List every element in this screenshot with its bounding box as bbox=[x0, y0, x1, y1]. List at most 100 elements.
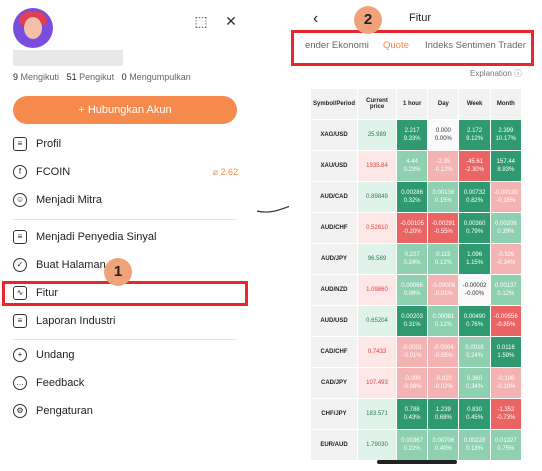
change-cell: -0.00006 -0.01% bbox=[427, 274, 460, 306]
table-row[interactable]: EUR/AUD 1.79030 0.00367 0.22% 0.00706 0.40% 0.… bbox=[309, 429, 523, 461]
table-row[interactable]: AUD/CAD 0.89849 0.00286 0.32% 0.00136 0.15% 0.… bbox=[309, 181, 523, 213]
menu-item-fitur[interactable]: ∿ Fitur bbox=[13, 283, 238, 303]
change-value: -0.00002 bbox=[462, 283, 487, 289]
change-cell: 1.239 0.68% bbox=[427, 398, 460, 430]
partner-icon: ☺ bbox=[13, 193, 27, 207]
coin-icon: f bbox=[13, 165, 27, 179]
table-row[interactable]: CAD/CHF 0.7433 -0.0001 -0.01% -0.0004 -0.05% 0… bbox=[309, 336, 523, 368]
price-cell: 96.589 bbox=[357, 243, 398, 275]
menu-item-settings[interactable]: ⚙ Pengaturan bbox=[13, 401, 238, 421]
change-cell: 0.00490 0.76% bbox=[458, 305, 491, 337]
avatar[interactable] bbox=[13, 8, 53, 48]
change-percent: 0.34% bbox=[466, 384, 484, 390]
tab-sentiment[interactable]: Indeks Sentimen Trader bbox=[425, 40, 526, 51]
menu-item-feedback[interactable]: … Feedback bbox=[13, 373, 238, 393]
change-value: 1.096 bbox=[467, 252, 483, 258]
menu-item-fcoin[interactable]: f FCOIN ⌀ 2.62 bbox=[13, 162, 238, 182]
change-value: 0.0116 bbox=[496, 345, 515, 351]
change-cell: -45.61 -2.30% bbox=[458, 150, 491, 182]
table-row[interactable]: CHF/JPY 183.571 0.788 0.43% 1.239 0.68% 0.830 0… bbox=[309, 398, 523, 430]
change-cell: -2.35 -0.12% bbox=[427, 150, 460, 182]
price-cell: 107.493 bbox=[357, 367, 398, 399]
change-value: 0.00066 bbox=[401, 283, 423, 289]
change-value: 0.0018 bbox=[465, 345, 484, 351]
change-percent: -0.85% bbox=[496, 322, 516, 328]
symbol-cell: AUD/CAD bbox=[309, 181, 359, 213]
menu-item-create-page[interactable]: ✓ Buat Halaman M bbox=[13, 255, 238, 275]
change-cell: 157.44 8.83% bbox=[489, 150, 523, 182]
change-value: 0.01327 bbox=[495, 438, 517, 444]
change-value: -1.352 bbox=[497, 407, 515, 413]
change-percent: 0.13% bbox=[466, 446, 484, 452]
collections-label[interactable]: Mengumpulkan bbox=[129, 72, 191, 82]
explanation-link[interactable]: Explanation ⓘ bbox=[470, 68, 522, 79]
change-cell: 0.788 0.43% bbox=[396, 398, 429, 430]
change-value: -0.00291 bbox=[431, 221, 456, 227]
change-value: 4.44 bbox=[406, 159, 418, 165]
change-percent: -0.34% bbox=[496, 260, 516, 266]
symbol-cell: CAD/JPY bbox=[309, 367, 359, 399]
header-month: Month bbox=[489, 88, 523, 120]
following-label[interactable]: Mengikuti bbox=[20, 72, 60, 82]
table-row[interactable]: XAG/USD 25.989 2.217 9.33% 0.000 0.00% 2.172 9.… bbox=[309, 119, 523, 151]
menu-label: Laporan Industri bbox=[36, 315, 116, 327]
feedback-icon: … bbox=[13, 376, 27, 390]
change-value: 0.115 bbox=[436, 252, 451, 258]
price-cell: 183.571 bbox=[357, 398, 398, 430]
change-value: 0.360 bbox=[467, 376, 483, 382]
page-title: Fitur bbox=[409, 12, 431, 24]
table-row[interactable]: AUD/JPY 96.589 0.227 0.24% 0.115 0.12% 1.096 1.… bbox=[309, 243, 523, 275]
change-percent: -2.30% bbox=[465, 167, 485, 173]
change-cell: 0.00206 0.39% bbox=[489, 212, 523, 244]
change-cell: 0.830 0.45% bbox=[458, 398, 491, 430]
header-price: Current price bbox=[357, 88, 398, 120]
price-cell: 1.79030 bbox=[357, 429, 398, 461]
change-value: 0.00203 bbox=[401, 314, 423, 320]
change-percent: 0.75% bbox=[497, 446, 515, 452]
table-row[interactable]: AUD/CHF 0.52610 -0.00105 -0.20% -0.00291 -0.5… bbox=[309, 212, 523, 244]
menu-item-signal-provider[interactable]: ≡ Menjadi Penyedia Sinyal bbox=[13, 227, 238, 247]
followers-label[interactable]: Pengikut bbox=[79, 72, 115, 82]
symbol-cell: XAG/USD bbox=[309, 119, 359, 151]
menu-label: Menjadi Penyedia Sinyal bbox=[36, 231, 157, 243]
back-chevron-icon[interactable]: ‹ bbox=[313, 10, 319, 27]
connect-account-button[interactable]: + Hubungkan Akun bbox=[13, 96, 237, 124]
table-row[interactable]: AUD/USD 0.65204 0.00203 0.31% 0.00081 0.12% 0.… bbox=[309, 305, 523, 337]
change-value: -0.020 bbox=[434, 376, 452, 382]
change-value: -2.35 bbox=[436, 159, 451, 165]
menu-label: Pengaturan bbox=[36, 405, 93, 417]
change-cell: 0.000 0.00% bbox=[427, 119, 460, 151]
table-row[interactable]: CAD/JPY 107.493 -0.099 -0.08% -0.020 -0.02% 0.… bbox=[309, 367, 523, 399]
change-value: 0.00732 bbox=[463, 190, 486, 196]
change-percent: -0.05% bbox=[433, 353, 453, 359]
change-value: 2.172 bbox=[467, 128, 483, 134]
menu-item-mitra[interactable]: ☺ Menjadi Mitra bbox=[13, 190, 238, 210]
table-row[interactable]: XAU/USD 1935.84 4.44 0.23% -2.35 -0.12% -45.61… bbox=[309, 150, 523, 182]
change-percent: 0.32% bbox=[403, 198, 421, 204]
invite-icon: + bbox=[13, 348, 27, 362]
change-value: 1.239 bbox=[435, 407, 451, 413]
change-cell: -0.00105 -0.20% bbox=[396, 212, 429, 244]
tab-quote[interactable]: Quote bbox=[383, 40, 409, 51]
menu-item-industry-report[interactable]: ≡ Laporan Industri bbox=[13, 311, 238, 331]
change-percent: 0.15% bbox=[434, 198, 452, 204]
scan-icon[interactable]: ⬚ bbox=[194, 13, 208, 29]
change-cell: 1.096 1.15% bbox=[458, 243, 491, 275]
price-cell: 0.7433 bbox=[357, 336, 398, 368]
tab-calendar[interactable]: ender Ekonomi bbox=[305, 40, 369, 51]
change-value: 0.227 bbox=[404, 252, 420, 258]
menu-item-invite[interactable]: + Undang bbox=[13, 345, 238, 365]
change-cell: 2.172 9.12% bbox=[458, 119, 491, 151]
profile-panel: ⬚ ✕ 9 Mengikuti 51 Pengikut 0 Mengumpulk… bbox=[0, 0, 250, 471]
change-percent: 0.76% bbox=[466, 322, 484, 328]
symbol-cell: AUD/CHF bbox=[309, 212, 359, 244]
fcoin-balance: ⌀ 2.62 bbox=[212, 167, 238, 177]
menu-label: Undang bbox=[36, 349, 75, 361]
change-cell: -0.020 -0.02% bbox=[427, 367, 460, 399]
menu-item-profil[interactable]: ≡ Profil bbox=[13, 134, 238, 154]
highlight-fitur bbox=[2, 281, 248, 306]
price-cell: 0.89849 bbox=[357, 181, 398, 213]
change-cell: -0.099 -0.08% bbox=[396, 367, 429, 399]
close-icon[interactable]: ✕ bbox=[225, 13, 237, 29]
table-row[interactable]: AUD/NZD 1.09860 0.00066 0.06% -0.00006 -0.01%… bbox=[309, 274, 523, 306]
